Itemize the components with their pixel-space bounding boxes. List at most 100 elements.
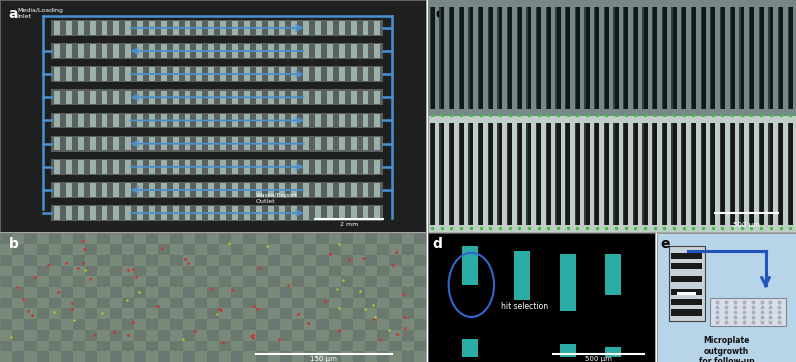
Point xyxy=(248,303,260,309)
Bar xyxy=(303,183,309,197)
Bar xyxy=(12,298,25,308)
Bar xyxy=(146,244,158,255)
Bar xyxy=(787,7,793,109)
Bar xyxy=(134,255,146,266)
Bar xyxy=(146,308,158,319)
Point xyxy=(121,297,134,303)
Bar xyxy=(488,123,489,225)
Bar xyxy=(170,233,182,244)
Bar xyxy=(623,123,624,225)
Bar xyxy=(514,252,530,300)
Bar xyxy=(219,341,231,351)
Bar xyxy=(430,7,431,109)
Bar xyxy=(54,160,60,173)
Point xyxy=(182,261,195,266)
Bar xyxy=(232,67,238,81)
Bar xyxy=(25,287,37,298)
Bar xyxy=(207,319,219,330)
Bar xyxy=(78,183,84,197)
Bar xyxy=(414,351,426,362)
Bar xyxy=(97,308,110,319)
Bar xyxy=(85,330,97,341)
Bar xyxy=(292,233,304,244)
Bar xyxy=(102,44,107,58)
Bar xyxy=(730,7,735,109)
Bar xyxy=(25,233,37,244)
Bar xyxy=(78,44,84,58)
Bar xyxy=(161,183,167,197)
Point xyxy=(391,331,404,337)
Bar xyxy=(185,67,190,81)
Bar xyxy=(720,123,725,225)
Bar xyxy=(389,287,401,298)
Bar xyxy=(546,123,551,225)
Bar xyxy=(173,90,178,104)
Bar xyxy=(315,90,321,104)
Bar xyxy=(219,287,231,298)
Bar xyxy=(526,7,528,109)
Bar xyxy=(209,183,214,197)
Point xyxy=(367,302,380,308)
Bar xyxy=(468,7,474,109)
Bar xyxy=(478,7,483,109)
Bar xyxy=(710,298,786,326)
Bar xyxy=(700,123,706,225)
Bar xyxy=(66,114,72,127)
Bar xyxy=(267,351,280,362)
Bar xyxy=(594,123,599,225)
Bar xyxy=(739,123,744,225)
Bar xyxy=(279,137,286,150)
Point xyxy=(337,277,349,283)
Bar xyxy=(256,114,262,127)
Bar xyxy=(25,266,37,276)
Bar xyxy=(374,160,380,173)
Bar xyxy=(362,90,369,104)
Bar xyxy=(85,276,97,287)
Bar xyxy=(113,21,119,34)
Bar xyxy=(78,114,84,127)
Point xyxy=(66,306,79,312)
Bar xyxy=(78,160,84,173)
Bar xyxy=(652,123,654,225)
Bar xyxy=(51,66,384,82)
Bar xyxy=(267,276,280,287)
Bar xyxy=(12,244,25,255)
Bar xyxy=(197,21,202,34)
Bar xyxy=(749,123,750,225)
Point xyxy=(282,282,295,288)
Bar xyxy=(85,319,97,330)
Bar xyxy=(220,183,226,197)
Bar xyxy=(353,341,365,351)
Bar xyxy=(90,137,96,150)
Bar xyxy=(291,67,297,81)
Bar xyxy=(73,233,85,244)
Bar xyxy=(327,44,333,58)
Bar xyxy=(329,319,341,330)
Bar xyxy=(614,123,618,225)
Bar xyxy=(362,44,369,58)
Bar xyxy=(122,244,134,255)
Bar xyxy=(280,351,292,362)
Bar xyxy=(85,233,97,244)
Bar xyxy=(414,244,426,255)
Bar xyxy=(365,298,377,308)
Bar xyxy=(134,298,146,308)
Bar xyxy=(430,123,435,225)
Bar xyxy=(170,351,182,362)
Bar xyxy=(661,7,667,109)
Point xyxy=(26,312,39,318)
Bar xyxy=(182,308,195,319)
Bar xyxy=(759,123,760,225)
Bar xyxy=(341,341,353,351)
Bar xyxy=(244,137,250,150)
Bar xyxy=(267,233,280,244)
Bar xyxy=(122,255,134,266)
Bar xyxy=(161,90,167,104)
Bar xyxy=(51,136,384,152)
Bar xyxy=(279,183,286,197)
Bar xyxy=(739,7,740,109)
Text: e: e xyxy=(660,237,669,251)
Bar xyxy=(231,287,244,298)
Bar xyxy=(60,330,73,341)
Bar xyxy=(60,266,73,276)
